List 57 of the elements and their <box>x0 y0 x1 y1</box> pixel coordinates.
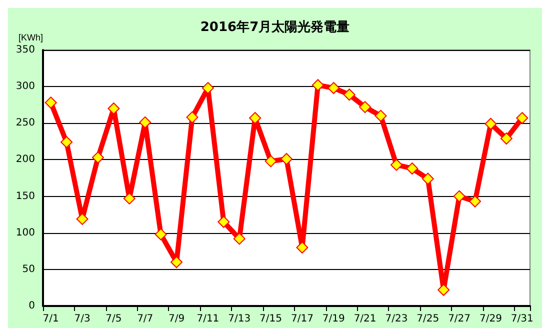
x-tick-label: 7/25 <box>416 314 440 324</box>
y-tick-label: 0 <box>28 300 35 312</box>
point <box>170 256 183 268</box>
x-tick-label: 7/11 <box>196 314 220 324</box>
point <box>438 284 450 296</box>
y-axis-title: [KWh] <box>18 32 43 42</box>
y-tick-label: 150 <box>16 190 35 202</box>
point <box>44 96 57 109</box>
x-tick-label: 7/9 <box>168 314 185 324</box>
point <box>264 155 277 168</box>
point <box>296 241 308 254</box>
point <box>233 232 246 245</box>
point <box>108 102 120 115</box>
point <box>202 82 214 94</box>
point <box>406 162 418 174</box>
point <box>343 88 356 101</box>
y-tick-label: 200 <box>16 154 35 166</box>
x-tick-label: 7/31 <box>510 314 534 324</box>
point <box>390 158 402 171</box>
point <box>422 172 434 185</box>
point <box>92 152 104 164</box>
x-tick-label: 7/21 <box>354 314 376 324</box>
x-tick-label: 7/19 <box>322 314 345 324</box>
point <box>186 111 198 124</box>
y-tick-label: 100 <box>16 227 35 238</box>
x-tick-label: 7/23 <box>385 314 408 324</box>
y-tick-label: 300 <box>16 81 35 92</box>
point <box>500 132 512 145</box>
point <box>60 136 73 148</box>
x-tick-label: 7/1 <box>42 314 59 324</box>
x-tick-label: 7/3 <box>74 314 90 324</box>
y-tick-label: 50 <box>22 264 35 275</box>
point <box>154 228 167 240</box>
point <box>328 82 340 94</box>
x-tick-label: 7/13 <box>228 314 251 324</box>
x-tick-label: 7/29 <box>479 314 502 324</box>
point <box>359 101 372 114</box>
chart-title: 2016年7月太陽光発電量 <box>200 20 350 35</box>
x-tick-label: 7/27 <box>448 314 471 324</box>
point <box>516 112 528 124</box>
x-tick-label: 7/5 <box>106 314 122 324</box>
point <box>453 190 466 202</box>
point <box>249 112 262 124</box>
point <box>469 195 482 208</box>
x-tick-label: 7/7 <box>137 314 154 324</box>
point <box>139 116 152 128</box>
point <box>484 118 497 130</box>
point <box>312 79 324 92</box>
x-tick-label: 7/17 <box>290 314 314 324</box>
point <box>218 216 230 228</box>
x-tick-label: 7/15 <box>260 314 282 324</box>
y-tick-label: 350 <box>16 44 35 56</box>
point <box>76 212 88 225</box>
y-tick-label: 250 <box>16 118 35 129</box>
point <box>123 192 136 204</box>
point <box>374 110 387 122</box>
point <box>280 152 292 165</box>
